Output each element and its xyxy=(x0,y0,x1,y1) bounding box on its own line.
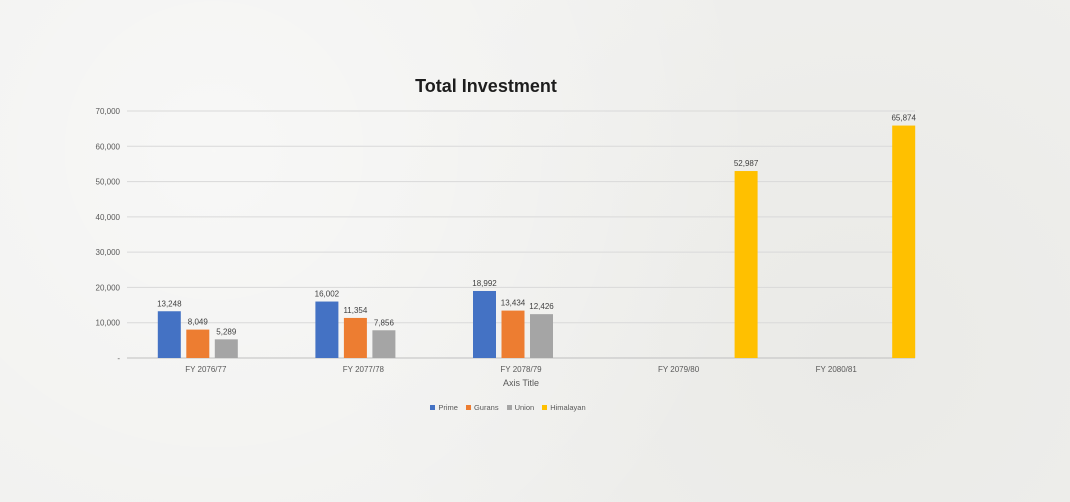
chart-legend: Prime Gurans Union Himalayan xyxy=(0,403,1016,412)
data-label: 18,992 xyxy=(472,279,497,288)
legend-label: Gurans xyxy=(473,403,499,412)
bar-gurans-1 xyxy=(186,329,210,358)
x-axis-title: Axis Title xyxy=(503,378,539,388)
bar-gurans-3 xyxy=(501,310,525,358)
y-tick-label: 60,000 xyxy=(96,142,121,151)
legend-swatch xyxy=(430,405,436,410)
y-tick-label: 40,000 xyxy=(96,213,121,222)
data-label: 11,354 xyxy=(343,306,367,315)
x-tick-label: FY 2080/81 xyxy=(816,365,858,374)
x-tick-label: FY 2076/77 xyxy=(185,365,227,374)
bar-union-2 xyxy=(372,330,396,358)
legend-label: Himalayan xyxy=(550,403,586,412)
y-tick-label: 30,000 xyxy=(96,248,121,257)
y-tick-label: - xyxy=(117,354,120,363)
legend-swatch xyxy=(465,405,471,410)
legend-swatch xyxy=(506,405,512,410)
data-label: 7,856 xyxy=(374,318,395,327)
bar-gurans-2 xyxy=(343,317,367,358)
legend-item-gurans: Gurans xyxy=(465,403,499,412)
bar-himalayan-5 xyxy=(892,125,916,358)
y-tick-label: 70,000 xyxy=(96,107,121,116)
bar-union-3 xyxy=(530,314,553,358)
legend-item-prime: Prime xyxy=(430,403,458,412)
x-tick-label: FY 2078/79 xyxy=(500,365,542,374)
data-label: 13,248 xyxy=(157,299,182,308)
legend-label: Prime xyxy=(438,403,458,412)
data-label: 16,002 xyxy=(315,290,340,299)
data-label: 5,289 xyxy=(216,327,237,336)
bar-union-1 xyxy=(214,339,238,358)
bar-prime-2 xyxy=(315,301,339,358)
legend-item-himalayan: Himalayan xyxy=(542,403,586,412)
bar-prime-1 xyxy=(157,311,181,358)
bar-himalayan-4 xyxy=(734,171,758,358)
data-label: 52,987 xyxy=(734,159,759,168)
bar-prime-3 xyxy=(473,290,496,358)
data-label: 13,434 xyxy=(501,299,526,308)
legend-item-union: Union xyxy=(506,403,535,412)
legend-swatch xyxy=(542,405,548,410)
x-tick-label: FY 2077/78 xyxy=(343,365,385,374)
y-tick-label: 10,000 xyxy=(96,319,121,328)
data-label: 12,426 xyxy=(529,302,554,311)
data-label: 8,049 xyxy=(188,318,209,327)
y-tick-label: 50,000 xyxy=(96,178,121,187)
legend-label: Union xyxy=(514,403,535,412)
y-tick-label: 20,000 xyxy=(96,283,121,292)
x-tick-label: FY 2079/80 xyxy=(658,365,700,374)
data-label: 65,874 xyxy=(891,114,916,123)
chart-title: Total Investment xyxy=(415,76,557,96)
